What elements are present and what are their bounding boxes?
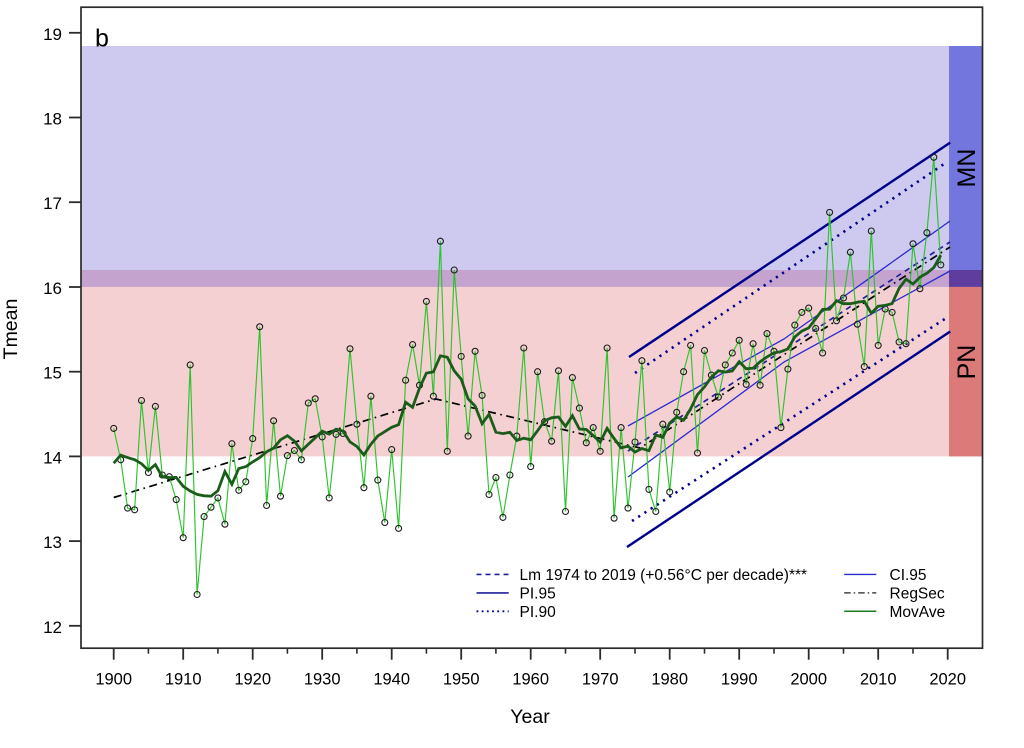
svg-text:1970: 1970 (582, 671, 619, 689)
svg-text:19: 19 (43, 25, 62, 44)
svg-text:RegSec: RegSec (890, 585, 945, 602)
svg-text:1900: 1900 (95, 671, 132, 689)
svg-text:MovAve: MovAve (890, 604, 946, 621)
svg-text:17: 17 (43, 194, 62, 213)
svg-text:1940: 1940 (373, 671, 410, 689)
svg-text:12: 12 (43, 618, 62, 637)
svg-text:MN: MN (953, 149, 981, 188)
svg-text:b: b (95, 25, 109, 53)
svg-text:1910: 1910 (165, 671, 202, 689)
svg-text:1920: 1920 (234, 671, 271, 689)
svg-text:CI.95: CI.95 (890, 567, 927, 584)
svg-text:1960: 1960 (512, 671, 549, 689)
svg-text:2010: 2010 (860, 671, 897, 689)
svg-text:13: 13 (43, 533, 62, 552)
svg-text:PI.90: PI.90 (520, 604, 557, 621)
svg-text:PN: PN (953, 345, 981, 380)
svg-text:18: 18 (43, 110, 62, 129)
svg-text:1930: 1930 (304, 671, 341, 689)
svg-text:2020: 2020 (929, 671, 966, 689)
svg-text:1980: 1980 (651, 671, 688, 689)
svg-text:PI.95: PI.95 (520, 585, 556, 602)
svg-text:1950: 1950 (443, 671, 480, 689)
svg-text:15: 15 (43, 364, 62, 383)
svg-text:14: 14 (43, 448, 62, 467)
svg-text:Lm 1974 to 2019 (+0.56°C per d: Lm 1974 to 2019 (+0.56°C per decade)*** (520, 567, 808, 584)
svg-text:2000: 2000 (790, 671, 827, 689)
svg-text:16: 16 (43, 279, 62, 298)
svg-text:Tmean: Tmean (0, 299, 22, 360)
svg-text:1990: 1990 (721, 671, 758, 689)
svg-text:Year: Year (510, 706, 550, 728)
